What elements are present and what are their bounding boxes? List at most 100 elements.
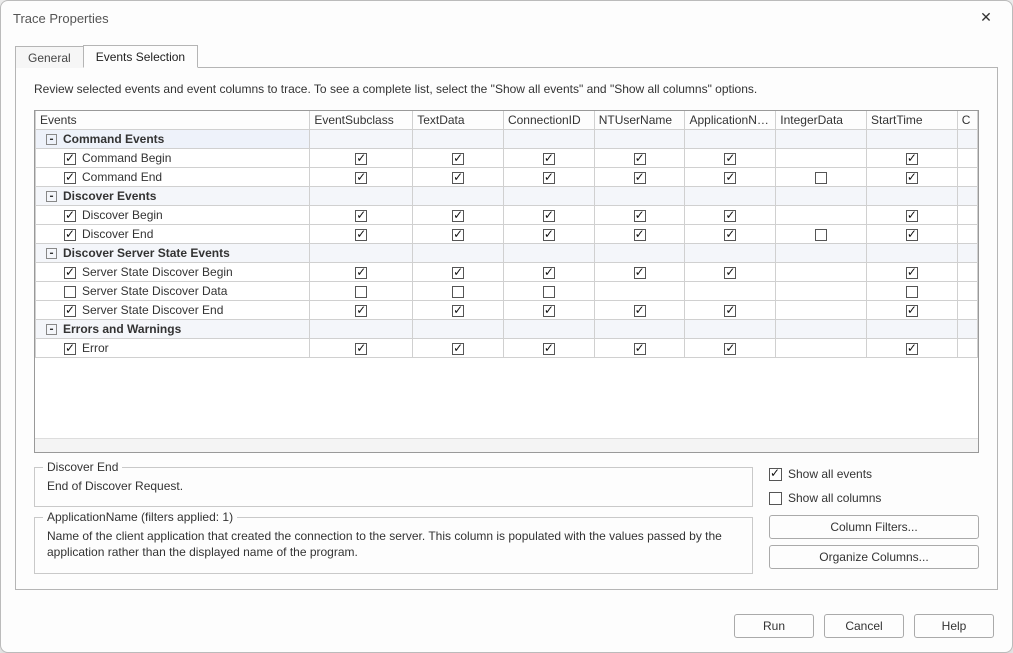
event-cell[interactable]: [867, 263, 958, 282]
event-cell[interactable]: [867, 282, 958, 301]
event-cell[interactable]: [594, 263, 685, 282]
event-cell[interactable]: [310, 168, 413, 187]
cell-checkbox[interactable]: [634, 153, 646, 165]
cell-checkbox[interactable]: [906, 210, 918, 222]
help-button[interactable]: Help: [914, 614, 994, 638]
cell-checkbox[interactable]: [906, 172, 918, 184]
cell-checkbox[interactable]: [452, 286, 464, 298]
event-cell[interactable]: [413, 168, 504, 187]
event-cell[interactable]: [776, 225, 867, 244]
event-cell[interactable]: [867, 149, 958, 168]
event-cell[interactable]: [594, 301, 685, 320]
event-cell[interactable]: [685, 168, 776, 187]
event-cell[interactable]: [594, 168, 685, 187]
event-row[interactable]: Server State Discover Data: [36, 282, 310, 301]
cell-checkbox[interactable]: [452, 153, 464, 165]
event-cell[interactable]: [503, 339, 594, 358]
row-checkbox[interactable]: [64, 286, 76, 298]
column-header-textdata[interactable]: TextData: [413, 111, 504, 130]
cell-checkbox[interactable]: [634, 210, 646, 222]
event-cell[interactable]: [503, 301, 594, 320]
cell-checkbox[interactable]: [634, 172, 646, 184]
event-cell[interactable]: [685, 301, 776, 320]
row-checkbox[interactable]: [64, 229, 76, 241]
event-cell[interactable]: [867, 301, 958, 320]
cell-checkbox[interactable]: [543, 305, 555, 317]
show-all-events-option[interactable]: Show all events: [769, 467, 979, 481]
event-cell[interactable]: [310, 206, 413, 225]
event-cell[interactable]: [867, 225, 958, 244]
cell-checkbox[interactable]: [906, 305, 918, 317]
cell-checkbox[interactable]: [543, 286, 555, 298]
cell-checkbox[interactable]: [634, 229, 646, 241]
cell-checkbox[interactable]: [543, 153, 555, 165]
tree-toggle-icon[interactable]: -: [46, 324, 57, 335]
event-cell[interactable]: [685, 225, 776, 244]
tab-events-selection[interactable]: Events Selection: [83, 45, 198, 68]
cell-checkbox[interactable]: [906, 286, 918, 298]
column-header-c[interactable]: C: [957, 111, 977, 130]
cell-checkbox[interactable]: [815, 172, 827, 184]
event-cell[interactable]: [413, 301, 504, 320]
row-checkbox[interactable]: [64, 267, 76, 279]
cell-checkbox[interactable]: [452, 172, 464, 184]
cell-checkbox[interactable]: [906, 153, 918, 165]
cell-checkbox[interactable]: [543, 210, 555, 222]
tab-general[interactable]: General: [15, 46, 84, 68]
cell-checkbox[interactable]: [906, 229, 918, 241]
cell-checkbox[interactable]: [452, 229, 464, 241]
event-cell[interactable]: [413, 149, 504, 168]
show-all-columns-checkbox[interactable]: [769, 492, 782, 505]
grid-scrollbar-horizontal[interactable]: [35, 438, 978, 452]
event-cell[interactable]: [310, 225, 413, 244]
event-cell[interactable]: [413, 339, 504, 358]
cell-checkbox[interactable]: [724, 210, 736, 222]
event-cell[interactable]: [594, 149, 685, 168]
event-cell[interactable]: [867, 168, 958, 187]
tree-toggle-icon[interactable]: -: [46, 248, 57, 259]
column-header-connectionid[interactable]: ConnectionID: [503, 111, 594, 130]
event-cell[interactable]: [776, 168, 867, 187]
event-row[interactable]: Server State Discover Begin: [36, 263, 310, 282]
event-cell[interactable]: [413, 206, 504, 225]
event-cell[interactable]: [685, 339, 776, 358]
cell-checkbox[interactable]: [634, 305, 646, 317]
column-filters-button[interactable]: Column Filters...: [769, 515, 979, 539]
event-row[interactable]: Command End: [36, 168, 310, 187]
event-cell[interactable]: [867, 206, 958, 225]
event-row[interactable]: Discover Begin: [36, 206, 310, 225]
cell-checkbox[interactable]: [355, 267, 367, 279]
cell-checkbox[interactable]: [355, 305, 367, 317]
event-cell[interactable]: [776, 339, 867, 358]
cell-checkbox[interactable]: [452, 210, 464, 222]
event-cell[interactable]: [594, 225, 685, 244]
event-cell[interactable]: [310, 339, 413, 358]
event-cell[interactable]: [776, 282, 867, 301]
cell-checkbox[interactable]: [906, 343, 918, 355]
cancel-button[interactable]: Cancel: [824, 614, 904, 638]
close-icon[interactable]: ✕: [972, 8, 1000, 28]
row-checkbox[interactable]: [64, 210, 76, 222]
cell-checkbox[interactable]: [815, 229, 827, 241]
cell-checkbox[interactable]: [634, 267, 646, 279]
cell-checkbox[interactable]: [724, 153, 736, 165]
cell-checkbox[interactable]: [355, 343, 367, 355]
row-checkbox[interactable]: [64, 305, 76, 317]
event-cell[interactable]: [594, 206, 685, 225]
show-all-events-checkbox[interactable]: [769, 468, 782, 481]
show-all-columns-option[interactable]: Show all columns: [769, 491, 979, 505]
event-cell[interactable]: [413, 282, 504, 301]
event-cell[interactable]: [503, 282, 594, 301]
event-cell[interactable]: [310, 282, 413, 301]
column-header-eventsubclass[interactable]: EventSubclass: [310, 111, 413, 130]
event-cell[interactable]: [776, 149, 867, 168]
column-header-ntusername[interactable]: NTUserName: [594, 111, 685, 130]
event-row[interactable]: Command Begin: [36, 149, 310, 168]
event-cell[interactable]: [503, 149, 594, 168]
event-cell[interactable]: [776, 301, 867, 320]
event-cell[interactable]: [776, 263, 867, 282]
event-cell[interactable]: [310, 301, 413, 320]
cell-checkbox[interactable]: [724, 305, 736, 317]
event-cell[interactable]: [503, 225, 594, 244]
cell-checkbox[interactable]: [355, 172, 367, 184]
